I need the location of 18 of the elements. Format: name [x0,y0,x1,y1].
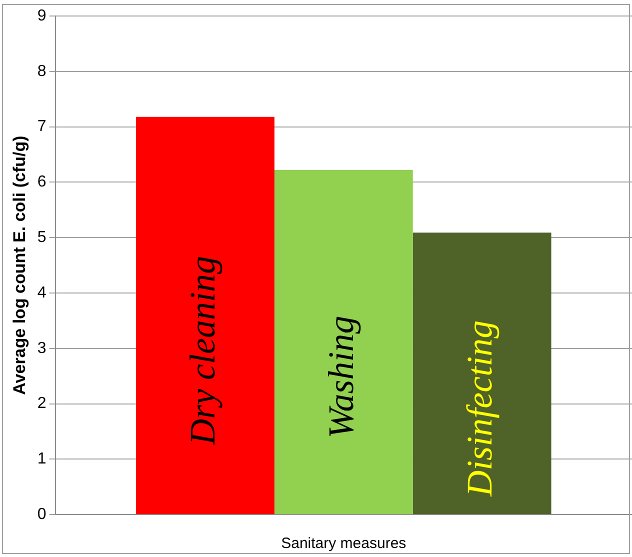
y-tick-label: 1 [37,450,46,468]
y-tick-label: 3 [37,340,46,357]
series-label: Dry cleaning [182,256,223,446]
bar [136,116,274,514]
y-axis-title: Average log count E. coli (cfu/g) [10,136,29,395]
y-tick-label: 5 [37,229,46,246]
y-tick-label: 9 [37,7,46,24]
y-tick-label: 7 [37,118,46,136]
series-label: Disinfecting [460,320,500,498]
y-tick-label: 4 [37,284,46,302]
y-tick-label: 2 [37,395,46,412]
y-tick-label: 8 [37,62,46,80]
y-tick-label: 6 [37,174,46,191]
x-axis-title: Sanitary measures [281,535,406,552]
bar [412,232,552,514]
y-tick-label: 0 [37,506,46,524]
bar [274,170,413,514]
series-label: Washing [321,316,362,438]
